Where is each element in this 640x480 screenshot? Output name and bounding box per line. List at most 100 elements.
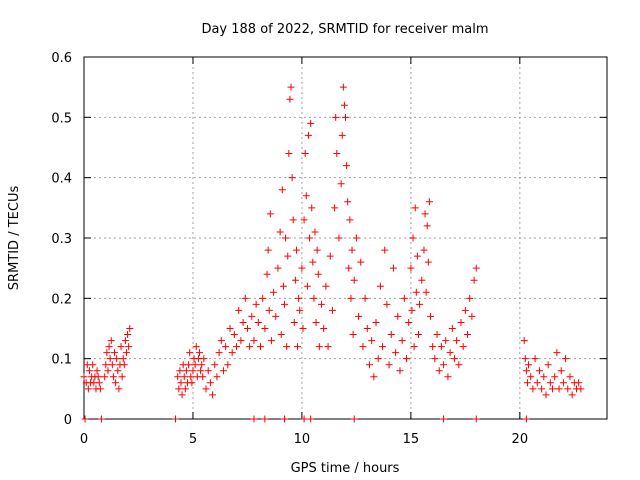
data-point bbox=[409, 234, 417, 242]
data-point bbox=[117, 343, 125, 351]
data-point bbox=[338, 131, 346, 139]
data-point bbox=[80, 373, 88, 381]
data-point bbox=[346, 216, 354, 224]
data-point bbox=[433, 331, 441, 339]
y-tick-label: 0.6 bbox=[51, 51, 72, 66]
data-point bbox=[106, 355, 114, 363]
data-point bbox=[192, 343, 200, 351]
data-point bbox=[303, 282, 311, 290]
data-point bbox=[357, 258, 365, 266]
data-point bbox=[553, 349, 561, 357]
data-point bbox=[322, 282, 330, 290]
data-point bbox=[342, 113, 349, 121]
data-point bbox=[339, 83, 347, 91]
data-point bbox=[277, 331, 285, 339]
x-tick-label: 15 bbox=[403, 432, 420, 447]
data-point bbox=[372, 318, 380, 326]
data-point bbox=[440, 415, 448, 423]
data-point bbox=[376, 282, 384, 290]
data-point bbox=[254, 318, 262, 326]
data-point bbox=[424, 258, 432, 266]
data-point bbox=[413, 252, 421, 260]
data-point bbox=[350, 415, 358, 423]
data-point bbox=[314, 270, 322, 278]
data-point bbox=[422, 288, 430, 296]
data-point bbox=[557, 367, 565, 375]
data-point bbox=[527, 373, 535, 381]
data-point bbox=[224, 361, 232, 369]
data-point bbox=[288, 174, 296, 182]
data-point bbox=[381, 246, 389, 254]
data-point bbox=[292, 246, 300, 254]
data-point bbox=[109, 373, 117, 381]
data-point bbox=[525, 361, 533, 369]
y-tick-label: 0.1 bbox=[51, 353, 72, 368]
data-point bbox=[113, 355, 121, 363]
data-point bbox=[437, 343, 445, 351]
data-point bbox=[115, 385, 123, 393]
data-point bbox=[101, 373, 109, 381]
data-point bbox=[425, 198, 433, 206]
data-point bbox=[248, 312, 256, 320]
data-point bbox=[310, 294, 318, 302]
data-point bbox=[219, 367, 227, 375]
data-point bbox=[199, 373, 207, 381]
data-point bbox=[108, 361, 116, 369]
data-point bbox=[396, 367, 404, 375]
data-point bbox=[440, 361, 448, 369]
data-point bbox=[308, 204, 316, 212]
data-point bbox=[389, 264, 397, 272]
data-point bbox=[324, 343, 332, 351]
data-point bbox=[299, 325, 307, 332]
data-point bbox=[215, 349, 223, 357]
data-point bbox=[523, 379, 531, 387]
data-point bbox=[444, 373, 452, 381]
data-point bbox=[261, 325, 269, 332]
data-point bbox=[312, 318, 320, 326]
data-point bbox=[333, 150, 341, 158]
y-axis-label: SRMTID / TECUs bbox=[7, 186, 22, 291]
data-point bbox=[118, 373, 126, 381]
data-point bbox=[259, 294, 267, 302]
data-point bbox=[213, 373, 221, 381]
data-point bbox=[468, 312, 476, 320]
data-point bbox=[535, 367, 543, 375]
data-point bbox=[235, 306, 243, 314]
data-point bbox=[270, 288, 278, 296]
data-point bbox=[540, 373, 548, 381]
y-tick-label: 0.2 bbox=[51, 292, 72, 307]
data-point bbox=[239, 318, 247, 326]
data-point bbox=[411, 204, 419, 212]
data-point bbox=[340, 101, 348, 109]
data-point bbox=[392, 349, 400, 357]
data-point bbox=[182, 367, 190, 375]
data-point bbox=[415, 331, 423, 339]
data-point bbox=[89, 361, 97, 369]
data-point bbox=[520, 337, 528, 345]
data-point bbox=[204, 367, 212, 375]
data-point bbox=[343, 162, 351, 170]
data-point bbox=[408, 306, 416, 314]
data-point bbox=[112, 379, 120, 387]
data-point bbox=[453, 337, 461, 345]
y-tick-label: 0.4 bbox=[51, 172, 72, 187]
data-point bbox=[104, 367, 112, 375]
data-point bbox=[241, 294, 249, 302]
data-point bbox=[575, 379, 583, 387]
data-point bbox=[122, 349, 130, 357]
data-point bbox=[400, 294, 408, 302]
data-point bbox=[175, 385, 183, 393]
data-point bbox=[446, 349, 454, 357]
data-point bbox=[200, 355, 208, 363]
data-point bbox=[261, 415, 269, 423]
data-point bbox=[102, 361, 110, 369]
data-point bbox=[431, 355, 439, 363]
data-point bbox=[246, 343, 254, 351]
y-tick-label: 0.3 bbox=[51, 232, 72, 247]
data-point bbox=[124, 331, 132, 339]
data-point bbox=[347, 294, 355, 302]
data-point bbox=[318, 300, 326, 308]
data-point bbox=[296, 306, 304, 314]
data-point bbox=[315, 343, 323, 351]
